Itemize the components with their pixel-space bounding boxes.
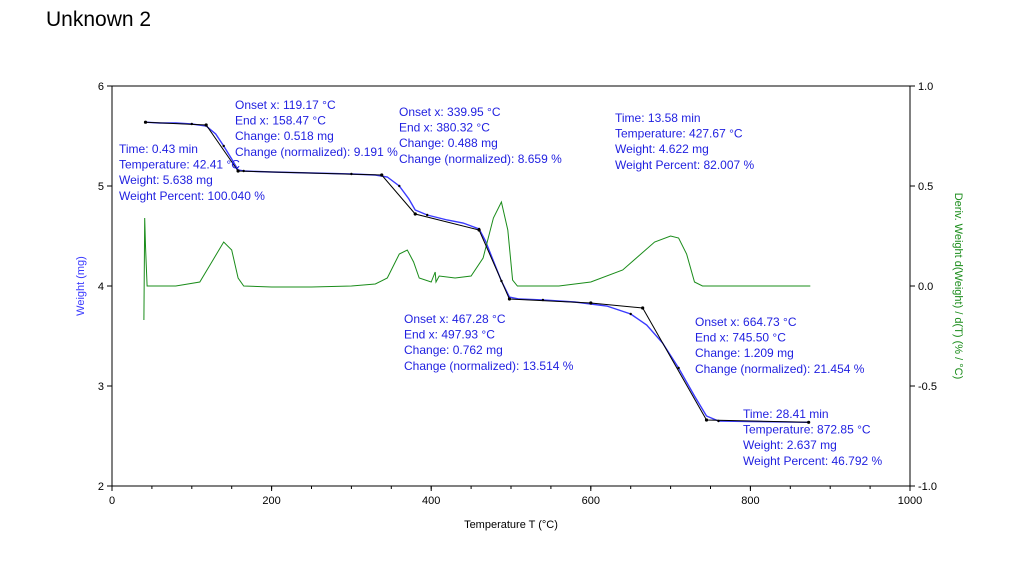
annotation-7-line: Time: 28.41 min <box>743 407 829 421</box>
annotation-4-line: Temperature: 427.67 °C <box>615 127 743 141</box>
y-tick-label: 2 <box>98 481 104 493</box>
weight-point <box>350 172 353 176</box>
annotation-2-line: Temperature: 42.41 °C <box>119 158 240 172</box>
annotation-4-line: Time: 13.58 min <box>615 111 701 125</box>
annotation-6-line: Change (normalized): 21.454 % <box>695 362 865 376</box>
annotation-1-line: Change (normalized): 9.191 % <box>235 145 398 159</box>
annotation-5-line: End x: 497.93 °C <box>404 328 495 342</box>
fit-point <box>807 420 811 424</box>
weight-point <box>541 298 545 302</box>
weight-point <box>190 122 193 126</box>
annotation-1-line: Change: 0.518 mg <box>235 129 334 143</box>
x-tick-label: 400 <box>422 495 440 507</box>
fit-point <box>236 169 240 173</box>
x-axis-label: Temperature T (°C) <box>464 519 558 531</box>
annotation-5-line: Change (normalized): 13.514 % <box>404 359 574 373</box>
y2-tick-label: -1.0 <box>918 481 937 493</box>
y-axis-label: Weight (mg) <box>75 256 87 316</box>
annotation-3-line: Change: 0.488 mg <box>399 136 498 150</box>
annotation-3-line: Onset x: 339.95 °C <box>399 105 501 119</box>
weight-point <box>144 121 147 124</box>
annotation-7-line: Weight: 2.637 mg <box>743 438 837 452</box>
page-title: Unknown 2 <box>46 8 152 31</box>
weight-point <box>677 366 680 370</box>
annotation-3-line: Change (normalized): 8.659 % <box>399 152 562 166</box>
x-tick-label: 800 <box>741 495 759 507</box>
annotation-4-line: Weight Percent: 82.007 % <box>615 158 755 172</box>
fit-point <box>507 297 512 301</box>
fit-point <box>380 173 384 177</box>
y-tick-label: 6 <box>98 81 104 93</box>
annotation-6-line: Change: 1.209 mg <box>695 346 794 360</box>
y2-tick-label: -0.5 <box>918 381 937 393</box>
annotation-5-line: Change: 0.762 mg <box>404 343 503 357</box>
weight-point <box>500 279 503 283</box>
y-tick-label: 4 <box>98 281 104 293</box>
y2-tick-label: 0.0 <box>918 281 933 293</box>
fit-point <box>589 301 593 305</box>
annotation-2-line: Time: 0.43 min <box>119 142 198 156</box>
y2-tick-label: 0.5 <box>918 181 933 193</box>
fit-point <box>704 418 709 422</box>
x-tick-label: 600 <box>582 495 600 507</box>
fit-point <box>204 123 208 127</box>
annotation-3-line: End x: 380.32 °C <box>399 121 490 135</box>
x-tick-label: 200 <box>262 495 280 507</box>
annotation-2-line: Weight: 5.638 mg <box>119 173 213 187</box>
weight-point <box>398 184 401 188</box>
weight-point <box>629 312 632 316</box>
annotation-7-line: Weight Percent: 46.792 % <box>743 454 883 468</box>
y-tick-label: 5 <box>98 181 104 193</box>
annotation-1-line: End x: 158.47 °C <box>235 114 326 128</box>
annotation-4-line: Weight: 4.622 mg <box>615 142 709 156</box>
annotation-7-line: Temperature: 872.85 °C <box>743 423 871 437</box>
weight-point <box>222 144 225 148</box>
weight-point <box>717 419 720 423</box>
y2-axis-label: Deriv. Weight d(Weight) / d(T) (% / °C) <box>952 193 964 380</box>
fit-point <box>413 212 417 216</box>
series-line-deriv-weight <box>143 200 811 321</box>
x-tick-label: 1000 <box>898 495 922 507</box>
weight-point <box>426 213 429 217</box>
weight-point <box>477 227 481 231</box>
y2-tick-label: 1.0 <box>918 81 933 93</box>
series-line-weight <box>145 121 809 423</box>
annotation-2-line: Weight Percent: 100.040 % <box>119 189 265 203</box>
x-tick-label: 0 <box>109 495 115 507</box>
fit-point <box>641 306 645 310</box>
weight-point <box>242 169 245 173</box>
annotation-5-line: Onset x: 467.28 °C <box>404 312 506 326</box>
annotation-6-line: End x: 745.50 °C <box>695 331 786 345</box>
annotation-6-line: Onset x: 664.73 °C <box>695 315 797 329</box>
y-tick-label: 3 <box>98 381 104 393</box>
annotation-1-line: Onset x: 119.17 °C <box>235 98 336 112</box>
